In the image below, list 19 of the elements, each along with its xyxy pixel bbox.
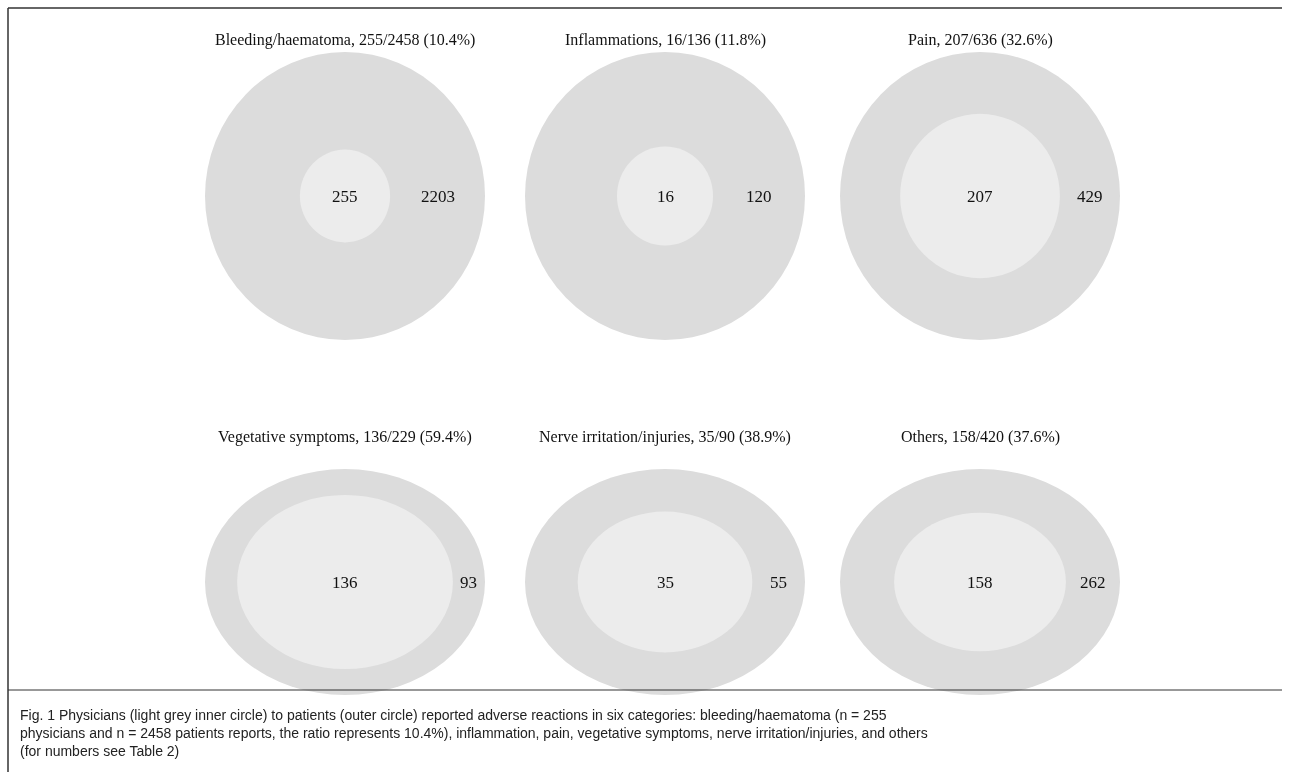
data-label: 158 — [967, 573, 993, 592]
text: Inflammations, 16/136 (11.8%) — [565, 31, 767, 49]
text: Bleeding/haematoma, 255/2458 (10.4%) — [215, 31, 476, 49]
data-label: 255 — [332, 187, 358, 206]
caption: Fig. 1 Physicians (light grey inner circle) to patients (outer circle) reported adverse reactions in six categories: bleeding/haematoma (n = 255 physicians and n = 2458 patients reports, the ratio represents 10.4%), inflammation, pain, vegetative symptoms, nerve irritation/injuries, and others (for numbers see Table 2) — [20, 707, 928, 760]
data-label: 136 — [332, 573, 358, 592]
data-label: 93 — [460, 573, 477, 592]
data-label: 2203 — [421, 187, 455, 206]
data-label: 262 — [1080, 573, 1106, 592]
data-label: 120 — [746, 187, 772, 206]
data-label: 207 — [967, 187, 993, 206]
data-label: 35 — [657, 573, 674, 592]
data-label: 55 — [770, 573, 787, 592]
data-label: 16 — [657, 187, 674, 206]
text: Pain, 207/636 (32.6%) — [908, 31, 1053, 49]
text: Others, 158/420 (37.6%) — [901, 428, 1061, 446]
text: Nerve irritation/injuries, 35/90 (38.9%) — [539, 428, 791, 446]
text: Vegetative symptoms, 136/229 (59.4%) — [218, 428, 472, 446]
data-label: 429 — [1077, 187, 1103, 206]
